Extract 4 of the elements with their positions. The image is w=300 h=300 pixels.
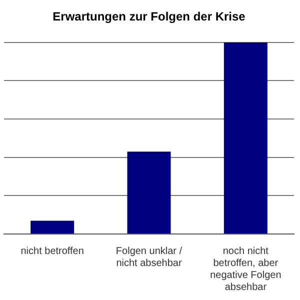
chart-title: Erwartungen zur Folgen der Krise <box>52 10 246 24</box>
x-tick-label: Folgen unklar / nicht absehbar <box>116 246 182 269</box>
x-tick-label: noch nicht betroffen, aber negative Folgen absehbar <box>210 246 282 293</box>
x-tick-label: nicht betroffen <box>20 246 84 257</box>
